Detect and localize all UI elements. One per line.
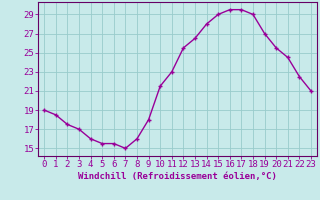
X-axis label: Windchill (Refroidissement éolien,°C): Windchill (Refroidissement éolien,°C) bbox=[78, 172, 277, 181]
